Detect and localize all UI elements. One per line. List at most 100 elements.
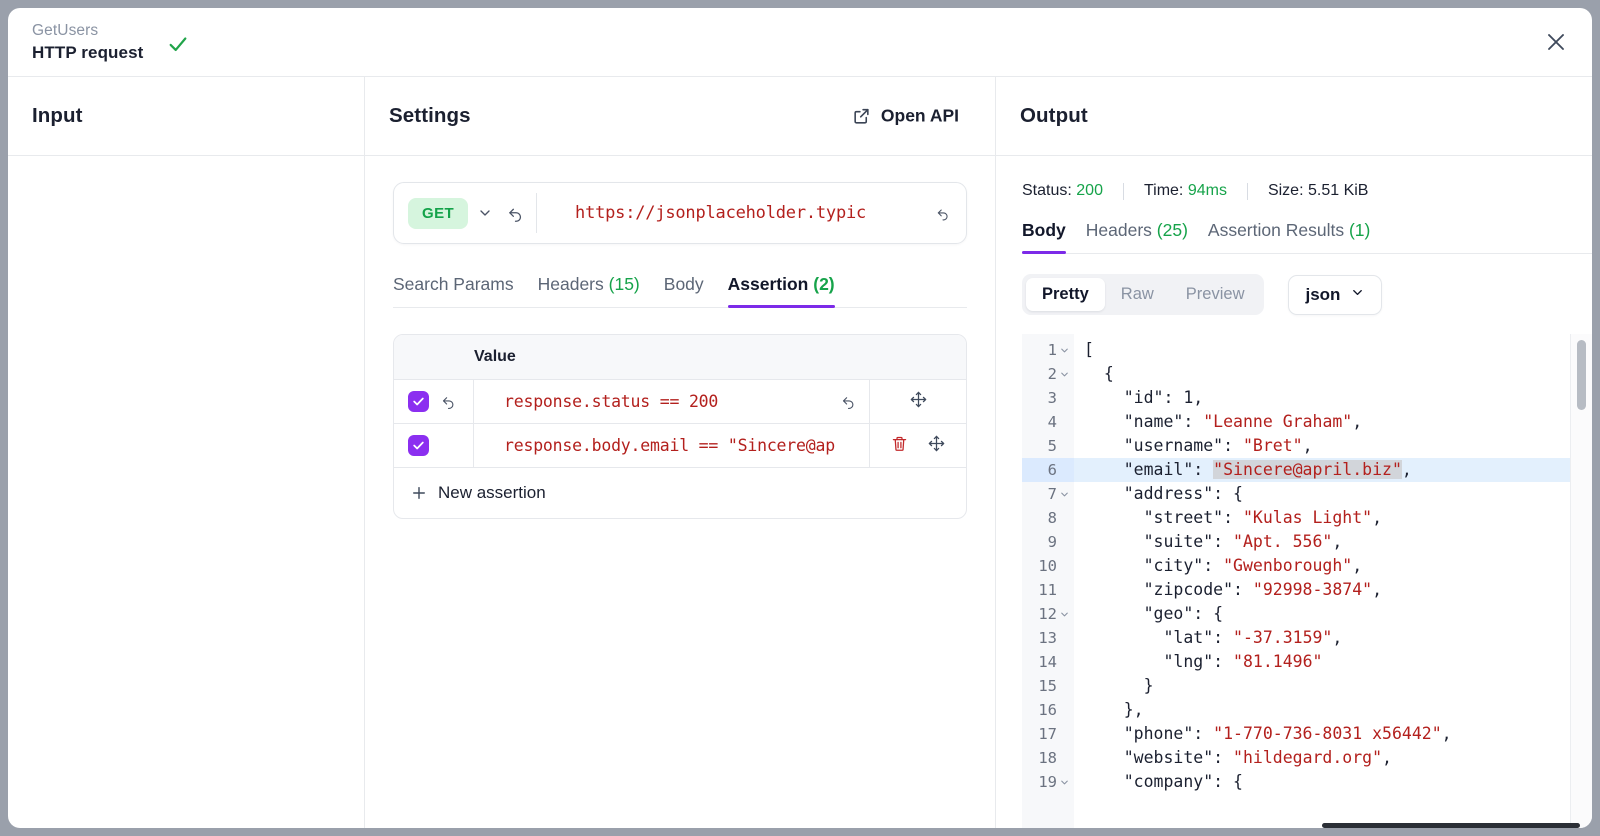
- settings-panel: Settings Open API GET: [365, 77, 996, 828]
- line-number: 16: [1038, 701, 1057, 719]
- tab-body[interactable]: Body: [664, 274, 704, 307]
- code-token: ,: [1193, 388, 1204, 407]
- tab-count: (2): [813, 274, 835, 294]
- response-body-viewer: 1 2 3 4 5 6 7 8 9 10 11 12 13 14 15 16 17 18 19 [ { "id": …: [1022, 333, 1592, 828]
- code-token: "id":: [1123, 388, 1184, 407]
- code-token: "81.1496": [1233, 652, 1323, 671]
- vertical-scrollbar-thumb[interactable]: [1577, 340, 1586, 410]
- time-item: Time: 94ms: [1144, 182, 1227, 200]
- code-token: ,: [1302, 436, 1313, 455]
- tab-count: (25): [1156, 220, 1188, 240]
- gutter-line: 14: [1022, 650, 1074, 674]
- response-status-bar: Status: 200 Time: 94ms Size: 5.51 KiB: [1022, 182, 1592, 200]
- chevron-down-icon[interactable]: [472, 200, 498, 226]
- code-line: "city": "Gwenborough",: [1074, 554, 1592, 578]
- assertion-expression-input[interactable]: response.body.email == "Sincere@ap: [504, 436, 835, 455]
- tab-label: Assertion: [727, 274, 809, 294]
- assertion-reset-undo-icon[interactable]: [435, 389, 461, 415]
- view-mode-raw[interactable]: Raw: [1120, 285, 1154, 303]
- output-panel: Output Status: 200 Time: 94ms Size:: [996, 77, 1592, 828]
- move-icon[interactable]: [910, 391, 927, 413]
- code-content[interactable]: [ { "id": 1, "name": "Leanne Graham", "u…: [1074, 334, 1592, 828]
- assertion-enable-cell: [394, 424, 474, 467]
- format-select[interactable]: json: [1288, 274, 1383, 315]
- url-input[interactable]: https://jsonplaceholder.typic: [575, 203, 867, 223]
- url-reset-undo-icon[interactable]: [936, 198, 966, 228]
- assertion-expression-input[interactable]: response.status == 200: [504, 392, 719, 411]
- code-token: ,: [1441, 724, 1452, 743]
- code-token: "hildegard.org": [1233, 748, 1383, 767]
- open-api-label: Open API: [880, 105, 959, 126]
- line-number: 19: [1038, 773, 1057, 791]
- line-number: 18: [1038, 749, 1057, 767]
- assertion-value-reset-undo-icon[interactable]: [835, 389, 861, 415]
- code-token: }: [1143, 676, 1154, 695]
- open-api-button[interactable]: Open API: [852, 106, 959, 127]
- code-token: {: [1233, 772, 1243, 791]
- assertion-checkbox[interactable]: [408, 391, 429, 412]
- window-header: GetUsers HTTP request: [8, 8, 1592, 77]
- trash-icon[interactable]: [891, 435, 908, 457]
- gutter-line: 6: [1022, 458, 1074, 482]
- code-token: "street":: [1143, 508, 1243, 527]
- tab-label: Headers: [1085, 220, 1152, 240]
- tab-label: Assertion Results: [1207, 220, 1345, 240]
- table-row: response.body.email == "Sincere@ap: [394, 424, 966, 468]
- http-method-badge[interactable]: GET: [408, 197, 469, 229]
- tab-assertion-results[interactable]: Assertion Results (1): [1208, 220, 1370, 253]
- code-line: },: [1074, 698, 1592, 722]
- fold-toggle-icon[interactable]: [1059, 345, 1070, 356]
- code-line: }: [1074, 674, 1592, 698]
- code-token: ,: [1382, 748, 1392, 767]
- code-token: "username":: [1123, 436, 1243, 455]
- fold-toggle-icon[interactable]: [1059, 777, 1070, 788]
- vertical-scrollbar-track[interactable]: [1570, 334, 1592, 828]
- request-detail-window: GetUsers HTTP request Input Settings: [8, 8, 1592, 828]
- new-assertion-button[interactable]: New assertion: [394, 468, 966, 518]
- code-line: "name": "Leanne Graham",: [1074, 410, 1592, 434]
- fold-toggle-icon[interactable]: [1059, 609, 1070, 620]
- close-icon[interactable]: [1542, 28, 1570, 56]
- code-token: ,: [1332, 532, 1343, 551]
- code-token: "Gwenborough": [1223, 556, 1353, 575]
- tab-headers-output[interactable]: Headers (25): [1086, 220, 1188, 253]
- code-token: ,: [1401, 460, 1412, 479]
- line-number: 6: [1047, 461, 1057, 479]
- line-number: 1: [1047, 341, 1057, 359]
- line-number: 15: [1038, 677, 1057, 695]
- code-token: {: [1103, 364, 1114, 383]
- fold-toggle-icon[interactable]: [1059, 489, 1070, 500]
- gutter-line: 5: [1022, 434, 1074, 458]
- method-reset-undo-icon[interactable]: [502, 200, 528, 226]
- chevron-down-icon: [1350, 285, 1365, 305]
- code-token: },: [1123, 700, 1144, 719]
- view-mode-pretty[interactable]: Pretty: [1026, 278, 1105, 311]
- tab-assertion[interactable]: Assertion (2): [727, 274, 835, 308]
- fold-toggle-icon[interactable]: [1059, 369, 1070, 380]
- line-number: 17: [1038, 725, 1057, 743]
- gutter-line: 10: [1022, 554, 1074, 578]
- time-value: 94ms: [1187, 182, 1227, 199]
- header-titles: GetUsers HTTP request: [32, 21, 143, 64]
- line-number: 7: [1047, 485, 1057, 503]
- code-line: "address": {: [1074, 482, 1592, 506]
- tab-search-params[interactable]: Search Params: [393, 274, 514, 307]
- node-type-title: HTTP request: [32, 42, 144, 62]
- move-icon[interactable]: [928, 435, 945, 457]
- gutter-line: 18: [1022, 746, 1074, 770]
- code-token: {: [1213, 604, 1224, 623]
- gutter-line: 1: [1022, 338, 1074, 362]
- assertion-checkbox[interactable]: [408, 435, 429, 456]
- tab-body-output[interactable]: Body: [1022, 220, 1066, 254]
- code-token: ,: [1372, 508, 1383, 527]
- code-token: "-37.3159": [1233, 628, 1333, 647]
- output-panel-header: Output: [996, 77, 1592, 156]
- view-mode-preview[interactable]: Preview: [1185, 285, 1245, 303]
- code-token: 1: [1183, 388, 1194, 407]
- horizontal-scrollbar-thumb[interactable]: [1322, 823, 1580, 828]
- tab-headers[interactable]: Headers (15): [538, 274, 640, 307]
- code-token: "website":: [1123, 748, 1234, 767]
- code-token: "Bret": [1242, 436, 1303, 455]
- assertion-actions-cell: [870, 380, 966, 423]
- gutter-line: 19: [1022, 770, 1074, 794]
